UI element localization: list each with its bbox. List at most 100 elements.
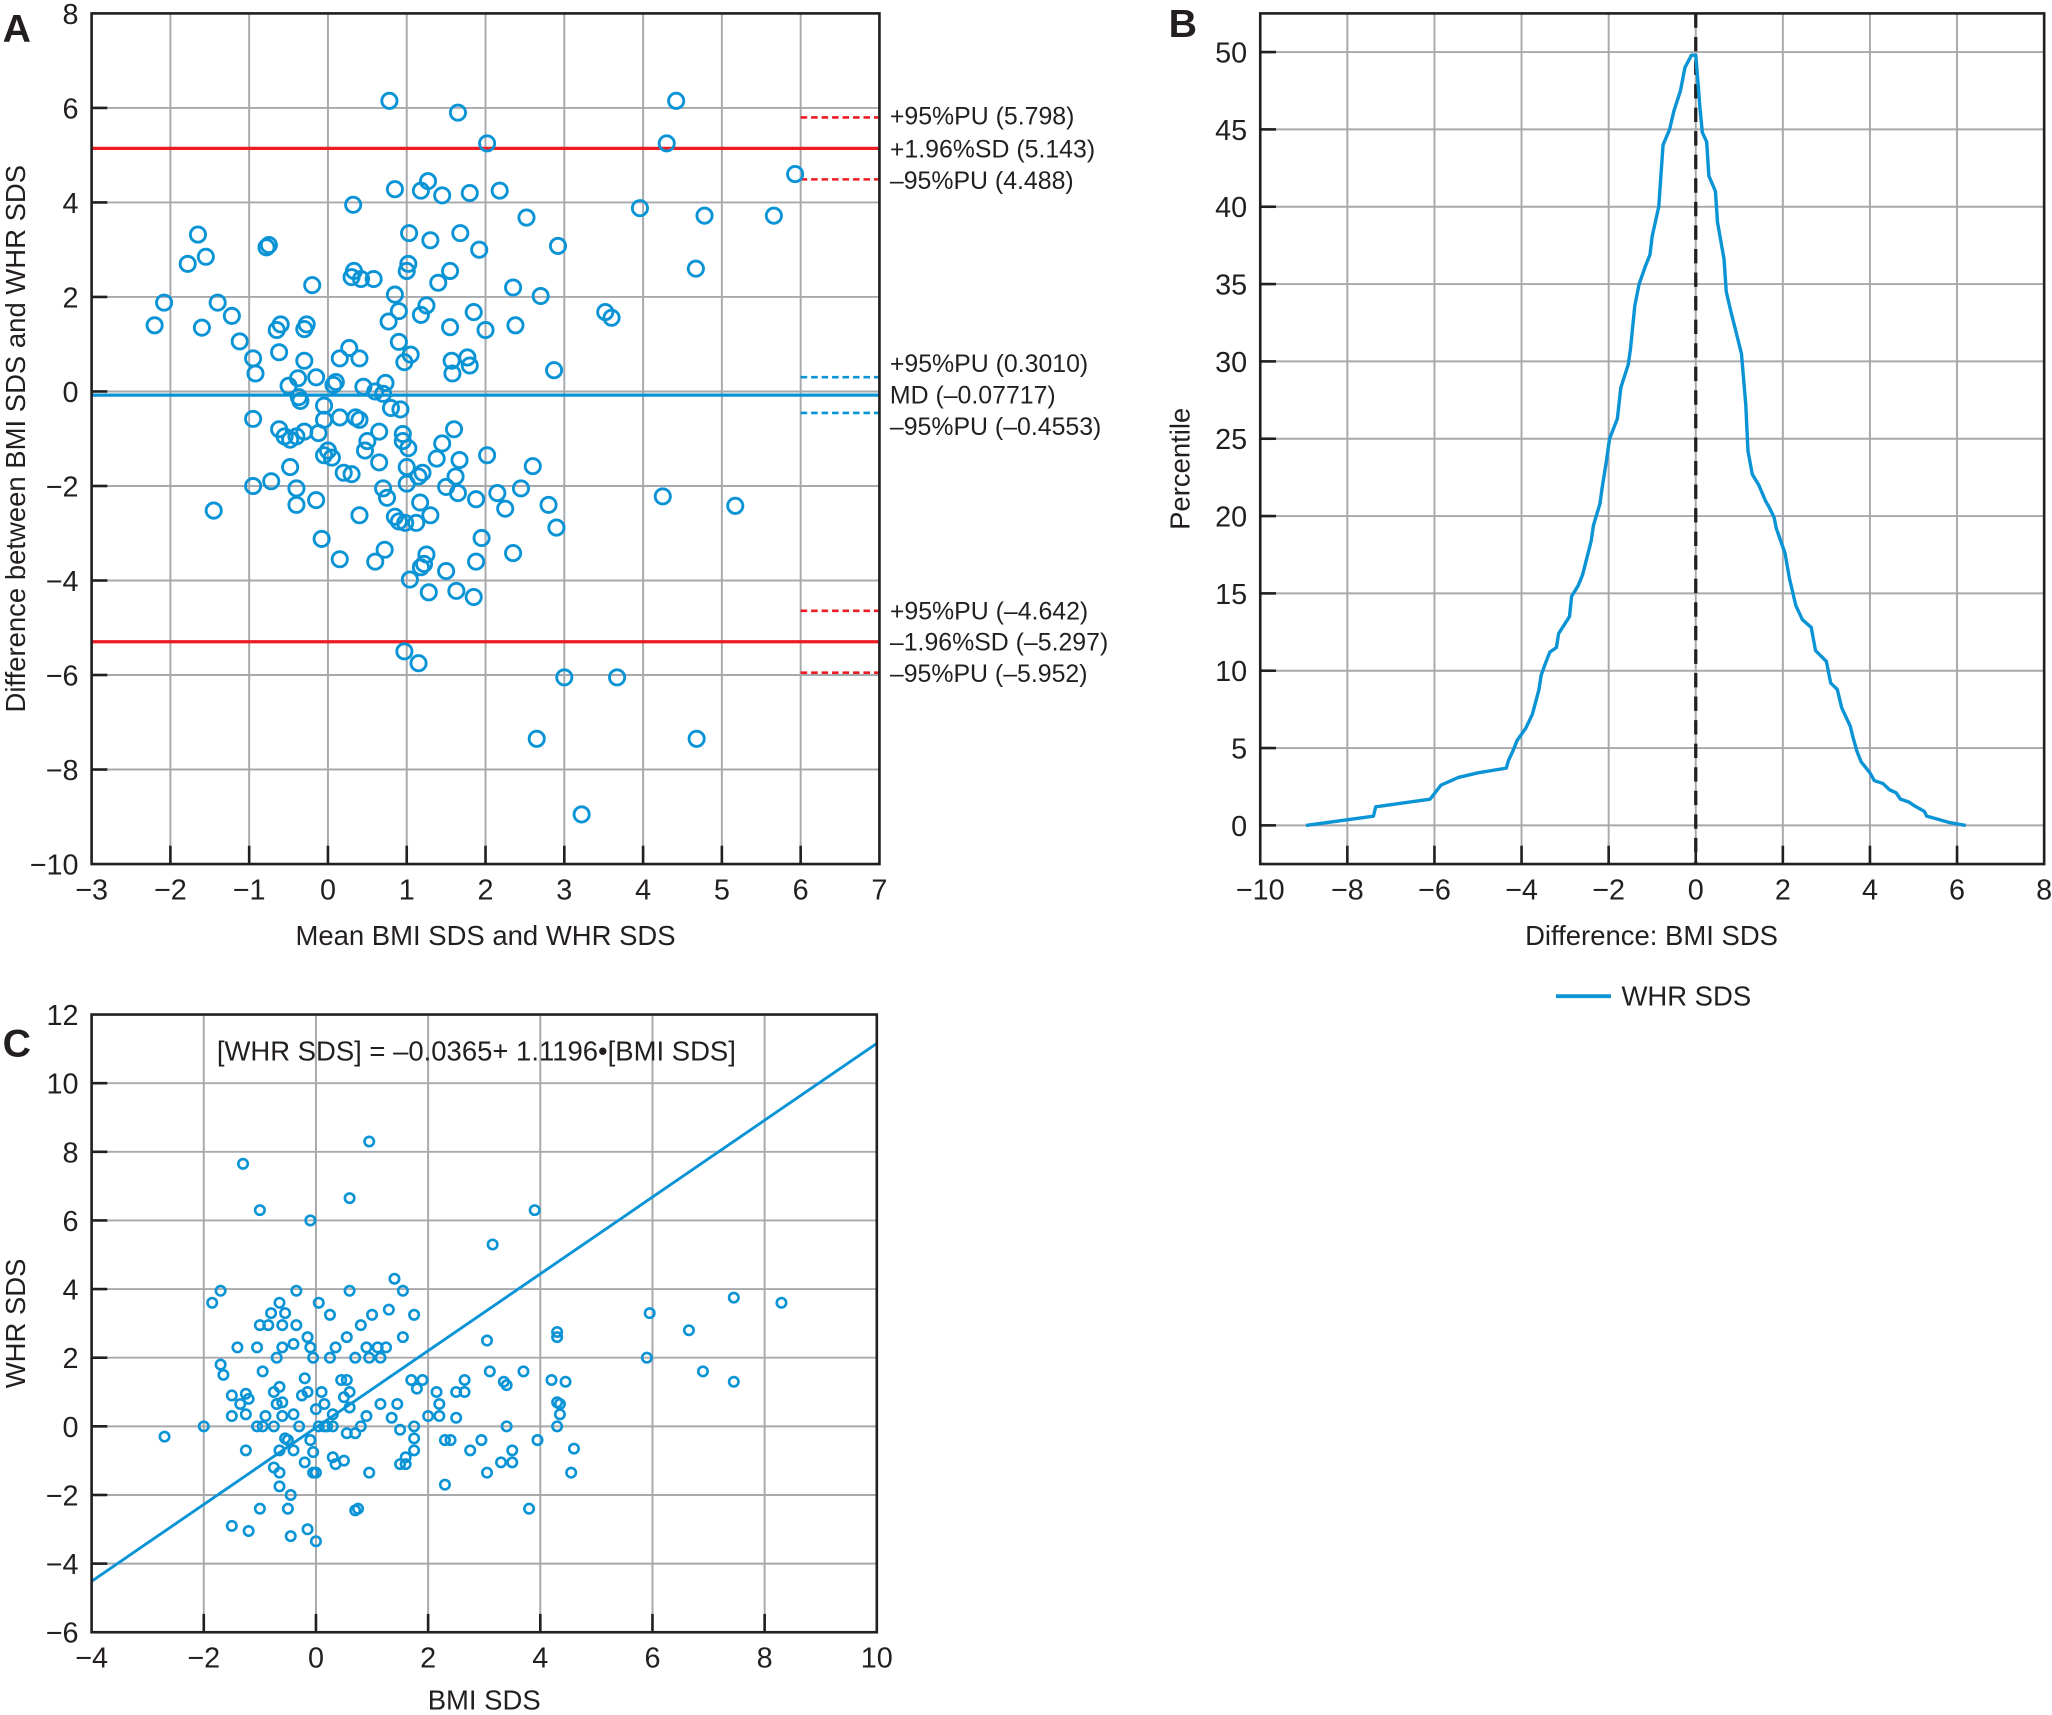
- data-point: [262, 472, 281, 491]
- data-point: [244, 409, 263, 428]
- data-point: [312, 1296, 325, 1309]
- data-point: [363, 1351, 376, 1364]
- data-point: [388, 1272, 401, 1285]
- data-point: [145, 316, 164, 335]
- data-point: [551, 1396, 564, 1409]
- data-point: [488, 484, 507, 503]
- a-y-tick-label: −10: [30, 850, 79, 882]
- data-point: [511, 479, 530, 498]
- data-point: [382, 1303, 395, 1316]
- data-point: [281, 458, 300, 477]
- legend-label-whr-sds: WHR SDS: [1621, 980, 1751, 1011]
- data-point: [276, 1396, 289, 1409]
- data-point: [234, 1398, 247, 1411]
- data-point: [551, 1331, 564, 1344]
- data-point: [399, 439, 418, 458]
- data-point: [370, 453, 389, 472]
- c-y-tick-label: 2: [63, 1343, 79, 1375]
- c-x-tick-label: −4: [75, 1643, 108, 1675]
- panel-a-reference-lines: [91, 116, 880, 675]
- data-point: [470, 240, 489, 259]
- data-point: [321, 1420, 334, 1433]
- data-point: [287, 1337, 300, 1350]
- data-point: [523, 1502, 536, 1515]
- data-point: [315, 1386, 328, 1399]
- data-point: [204, 501, 223, 520]
- b-y-tick-label: 5: [1231, 734, 1247, 766]
- a-y-tick-label: 8: [63, 0, 79, 31]
- data-point: [326, 1451, 339, 1464]
- data-point: [312, 529, 331, 548]
- data-point: [314, 446, 334, 465]
- data-point: [301, 1331, 314, 1344]
- data-point: [307, 491, 326, 510]
- data-point: [478, 134, 497, 153]
- data-point: [323, 1308, 336, 1321]
- data-point: [467, 552, 486, 571]
- data-point: [290, 1319, 303, 1332]
- data-point: [349, 1351, 362, 1364]
- data-point: [786, 165, 805, 184]
- data-point: [374, 1398, 387, 1411]
- data-point: [405, 1373, 418, 1387]
- data-point: [196, 247, 215, 266]
- data-point: [506, 1456, 519, 1469]
- data-point: [547, 518, 566, 537]
- data-point: [539, 495, 558, 514]
- data-point: [287, 495, 306, 514]
- data-point: [192, 318, 211, 337]
- data-point: [417, 296, 436, 315]
- data-point: [506, 1444, 519, 1457]
- c-y-tick-label: 0: [63, 1412, 79, 1444]
- data-point: [397, 261, 416, 280]
- data-point: [444, 1434, 457, 1447]
- data-point: [553, 1408, 566, 1421]
- data-point: [464, 303, 483, 322]
- panel-c-y-ticks: −6 −4 −2 0 2 4 6 8 10 12: [46, 1000, 108, 1650]
- data-point: [408, 1308, 421, 1321]
- data-point: [551, 1420, 564, 1433]
- data-point: [330, 550, 349, 569]
- data-point: [262, 1319, 275, 1332]
- data-point: [334, 463, 353, 482]
- data-point: [565, 1466, 578, 1479]
- data-point: [270, 1398, 283, 1411]
- data-point: [531, 1434, 544, 1447]
- b-y-tick-label: 40: [1215, 192, 1247, 224]
- data-point: [284, 1488, 297, 1501]
- a-x-tick-label: 3: [556, 874, 572, 906]
- data-point: [464, 1444, 477, 1457]
- data-point: [408, 1432, 421, 1445]
- data-point: [214, 1284, 227, 1297]
- panel-letter-b: B: [1169, 2, 1197, 46]
- data-point: [363, 1135, 376, 1148]
- a-y-tick-label: 6: [63, 93, 79, 125]
- data-point: [287, 479, 306, 498]
- a-x-tick-label: 7: [871, 874, 887, 906]
- data-point: [528, 1204, 541, 1217]
- data-point: [419, 583, 438, 602]
- data-point: [251, 1341, 264, 1354]
- data-point: [284, 1530, 297, 1543]
- data-point: [409, 467, 428, 486]
- data-point: [764, 206, 783, 225]
- data-point: [343, 1401, 356, 1414]
- data-point: [517, 208, 536, 227]
- reference-label-lower-pu-lower: –95%PU (–5.952): [890, 660, 1088, 688]
- c-y-tick-label: 8: [63, 1137, 79, 1169]
- a-x-tick-label: 1: [399, 874, 415, 906]
- data-point: [253, 1502, 266, 1515]
- data-point: [324, 375, 343, 394]
- data-point: [438, 1478, 451, 1491]
- data-point: [408, 1444, 421, 1457]
- panel-c-x-label: BMI SDS: [428, 1684, 541, 1715]
- a-y-tick-label: −8: [46, 755, 79, 787]
- data-point: [775, 1296, 788, 1309]
- data-point: [304, 1214, 317, 1227]
- panel-b-y-label: Percentile: [1165, 408, 1196, 530]
- c-y-tick-label: 4: [63, 1275, 79, 1307]
- data-point: [608, 668, 627, 687]
- data-point: [394, 1423, 407, 1436]
- a-x-tick-label: 2: [478, 874, 494, 906]
